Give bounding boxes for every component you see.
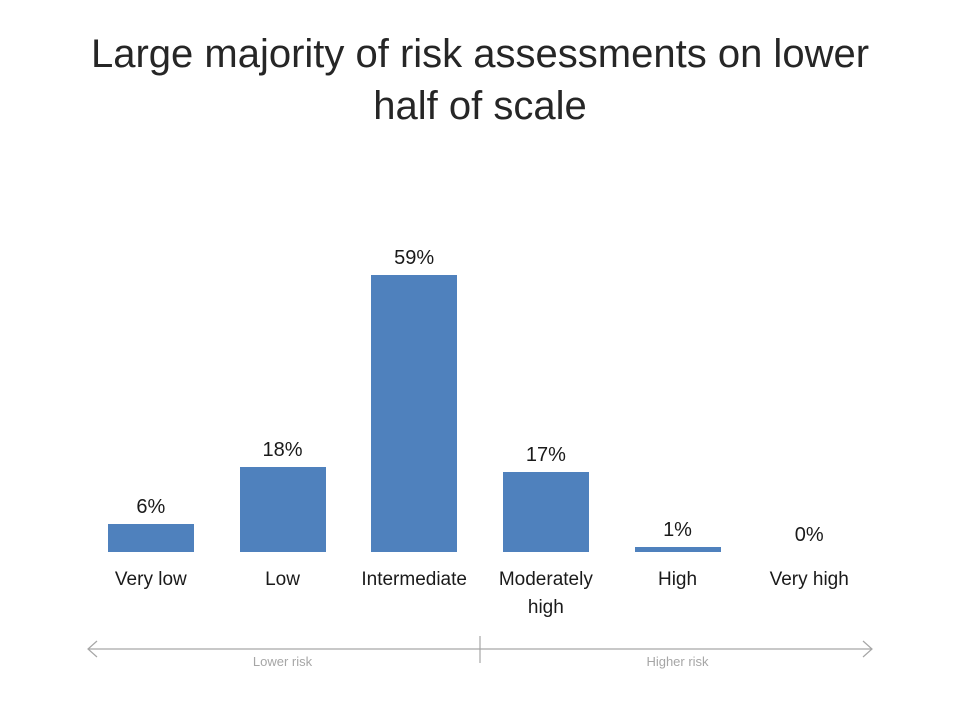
bar [371,274,458,552]
value-label: 59% [394,246,435,269]
category-label: Very high [769,569,849,590]
category-label: Low [265,569,300,590]
risk-axis: Lower risk Higher risk [85,636,875,682]
value-label: 1% [663,519,692,542]
lower-risk-label: Lower risk [252,654,313,669]
bar-column: 6% [85,245,217,552]
category-axis: Very low Low Intermediate Moderately high Hi… [85,566,875,621]
bar-column: 59% [348,245,480,552]
chart-title: Large majority of risk assessments on lo… [90,32,870,128]
value-label: 0% [794,524,824,546]
risk-axis-labels: Lower risk Higher risk [85,654,875,669]
bar [502,472,589,552]
plot-area: 6% 18% 59% 17% 1% 0% [85,245,875,552]
bar-column: 18% [217,245,349,552]
value-label: 17% [525,444,566,467]
bar [634,547,721,552]
category-label: Intermediate [361,569,467,590]
higher-risk-label: Higher risk [646,654,709,669]
category-label: Moderately high [498,569,593,618]
category-label: Very low [114,569,187,590]
bar-column: 0% [743,245,875,552]
double-arrow-icon [87,636,873,663]
bar [239,467,326,552]
bar-column: 17% [480,245,612,552]
value-label: 6% [136,495,166,518]
bar-column: 1% [612,245,744,552]
category-label: High [657,569,698,590]
value-label: 18% [262,439,303,462]
bar [107,523,194,552]
